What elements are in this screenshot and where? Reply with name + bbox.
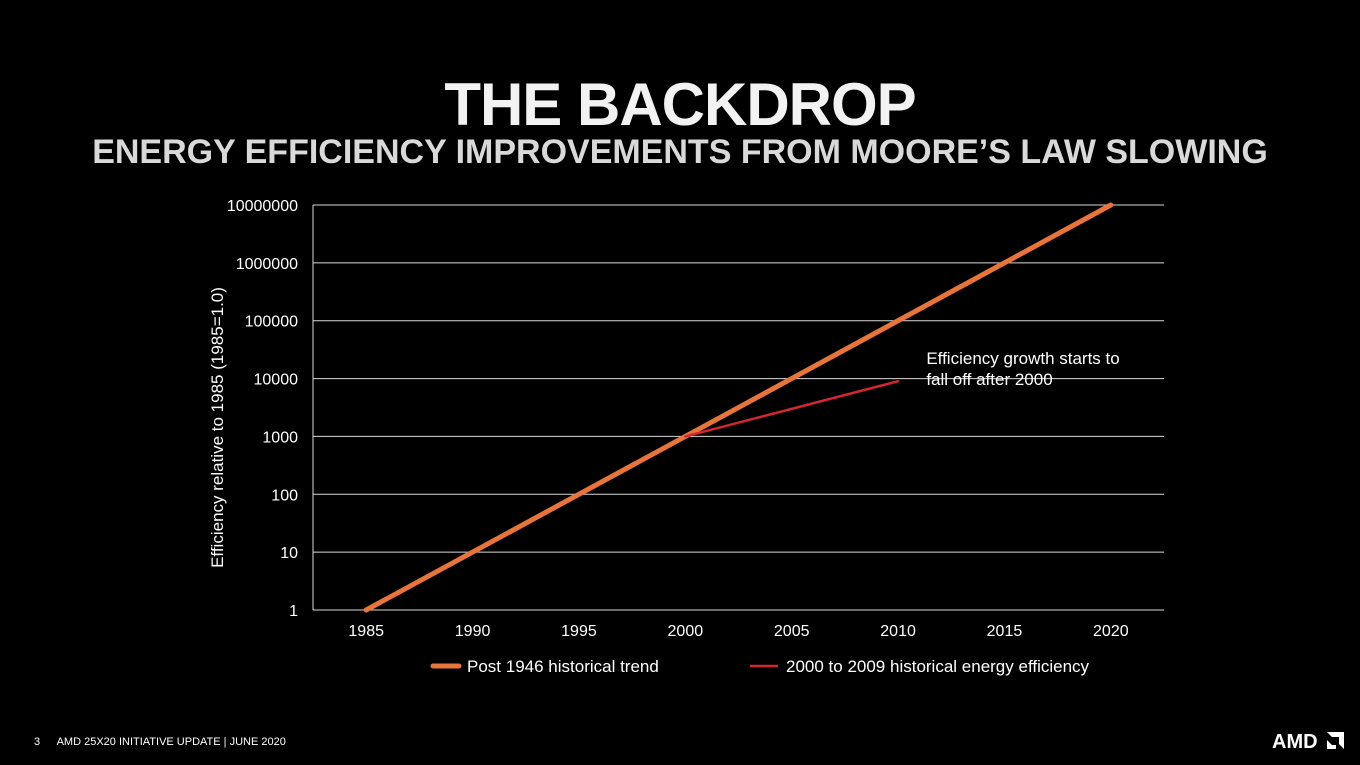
amd-arrow-icon bbox=[1327, 732, 1344, 749]
x-tick-labels: 1985 1990 1995 2000 2005 2010 2015 2020 bbox=[348, 623, 1128, 640]
legend-label-efficiency: 2000 to 2009 historical energy efficienc… bbox=[786, 657, 1090, 676]
slide-title: THE BACKDROP bbox=[444, 71, 916, 138]
y-tick-1000000: 1000000 bbox=[236, 256, 298, 273]
x-tick-1985: 1985 bbox=[348, 623, 384, 640]
y-axis-label: Efficiency relative to 1985 (1985=1.0) bbox=[208, 287, 227, 568]
annotation-line-2: fall off after 2000 bbox=[926, 370, 1052, 389]
y-tick-100000: 100000 bbox=[245, 314, 298, 331]
y-tick-1000: 1000 bbox=[262, 429, 298, 446]
x-tick-1995: 1995 bbox=[561, 623, 597, 640]
slide-subtitle: ENERGY EFFICIENCY IMPROVEMENTS FROM MOOR… bbox=[92, 133, 1268, 171]
chart-series bbox=[363, 202, 1114, 613]
series-line-trend bbox=[363, 202, 1114, 613]
footer: 3 AMD 25X20 INITIATIVE UPDATE | JUNE 202… bbox=[34, 736, 300, 748]
x-tick-2015: 2015 bbox=[987, 623, 1023, 640]
amd-logo-text: AMD bbox=[1272, 731, 1318, 752]
x-tick-2000: 2000 bbox=[668, 623, 704, 640]
chart-gridlines bbox=[313, 204, 1164, 611]
annotation-line-1: Efficiency growth starts to bbox=[926, 349, 1119, 368]
x-tick-2010: 2010 bbox=[880, 623, 916, 640]
chart-legend: Post 1946 historical trend 2000 to 2009 … bbox=[430, 657, 1090, 676]
amd-logo: AMD bbox=[1272, 731, 1344, 752]
x-tick-2005: 2005 bbox=[774, 623, 810, 640]
y-tick-10000: 10000 bbox=[254, 372, 299, 389]
x-tick-1990: 1990 bbox=[455, 623, 491, 640]
y-tick-labels: 1 10 100 1000 10000 100000 1000000 10000000 bbox=[227, 198, 298, 620]
y-tick-10000000: 10000000 bbox=[227, 198, 298, 215]
legend-label-trend: Post 1946 historical trend bbox=[467, 657, 659, 676]
efficiency-chart: 1 10 100 1000 10000 100000 1000000 10000000 198… bbox=[208, 198, 1164, 676]
page-number: 3 bbox=[34, 736, 41, 748]
y-tick-100: 100 bbox=[271, 487, 298, 504]
y-tick-1: 1 bbox=[289, 603, 298, 620]
footer-text: AMD 25X20 INITIATIVE UPDATE | JUNE 2020 bbox=[56, 736, 286, 748]
series-line-efficiency bbox=[684, 379, 900, 438]
y-tick-10: 10 bbox=[280, 545, 298, 562]
x-tick-2020: 2020 bbox=[1093, 623, 1129, 640]
